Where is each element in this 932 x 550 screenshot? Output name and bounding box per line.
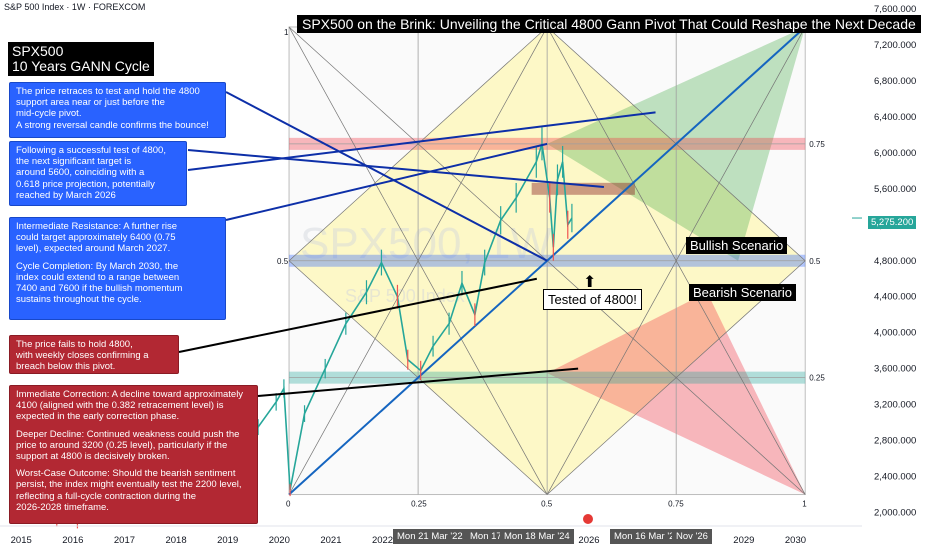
- date-marker-5: Nov '26: [672, 529, 712, 544]
- connector-2: [187, 111, 656, 171]
- y-tick-2800: 2,800.000: [874, 436, 916, 447]
- note-cycle-completion-text: Cycle Completion: By March 2030, the ind…: [16, 260, 183, 306]
- cycle-tag-line2: 10 Years GANN Cycle: [12, 58, 150, 74]
- note-breach-text: The price fails to hold 4800, with weekl…: [16, 339, 149, 373]
- cycle-tag-line1: SPX500: [12, 43, 64, 59]
- note-immediate-correction-text: Immediate Correction: A decline toward a…: [16, 389, 244, 423]
- y-tick-2400: 2,400.000: [874, 472, 916, 483]
- tested-4800-label: Tested of 4800!: [543, 289, 642, 310]
- x-tick-2030: 2030: [785, 535, 806, 546]
- note-breach[interactable]: The price fails to hold 4800, with weekl…: [9, 335, 179, 374]
- cycle-tag: SPX500 10 Years GANN Cycle: [8, 42, 154, 76]
- x-tick-2026: 2026: [578, 535, 599, 546]
- y-tick-5600: 5,600.000: [874, 184, 916, 195]
- x-tick-2018: 2018: [165, 535, 186, 546]
- y-tick-6000: 6,000.000: [874, 148, 916, 159]
- x-tick-2017: 2017: [114, 535, 135, 546]
- y-tick-4400: 4,400.000: [874, 292, 916, 303]
- note-deeper-decline-text: Deeper Decline: Continued weakness could…: [16, 428, 240, 463]
- note-intermediate-text: Intermediate Resistance: A further rise …: [16, 221, 178, 255]
- last-price-badge: 5,275.200: [868, 216, 917, 229]
- chart-title: SPX500 on the Brink: Unveiling the Criti…: [297, 15, 921, 33]
- gann-label-0: 1: [284, 28, 289, 37]
- y-tick-3200: 3,200.000: [874, 400, 916, 411]
- x-tick-2022: 2022: [372, 535, 393, 546]
- bearish-scenario-label: Bearish Scenario: [689, 284, 796, 301]
- date-marker-2: Mon 17: [466, 529, 506, 544]
- price-axis-bg: [862, 0, 932, 550]
- note-bearish-cycle[interactable]: Immediate Correction: A decline toward a…: [9, 385, 258, 524]
- note-retest[interactable]: The price retraces to test and hold the …: [9, 82, 226, 138]
- x-tick-2029: 2029: [733, 535, 754, 546]
- x-tick-2019: 2019: [217, 535, 238, 546]
- connector-0: [225, 91, 548, 262]
- note-target-5600[interactable]: Following a successful test of 4800, the…: [9, 141, 187, 206]
- y-tick-4800: 4,800.000: [874, 256, 916, 267]
- note-bullish-cycle[interactable]: Intermediate Resistance: A further rise …: [9, 217, 226, 320]
- bullish-scenario-label: Bullish Scenario: [686, 237, 788, 254]
- y-tick-6800: 6,800.000: [874, 76, 916, 87]
- x-tick-2021: 2021: [320, 535, 341, 546]
- fan-line-2: [288, 26, 548, 262]
- gann-label-1: 0.5: [277, 257, 289, 266]
- fan-line-9: [546, 26, 806, 495]
- x-tick-2015: 2015: [11, 535, 32, 546]
- up-arrow-icon: ⬆: [583, 274, 597, 291]
- date-marker-4: Mon 16 Mar '26: [610, 529, 684, 544]
- y-tick-7200: 7,200.000: [874, 40, 916, 51]
- gann-label-7: 0.75: [809, 140, 825, 149]
- note-target-text: Following a successful test of 4800, the…: [16, 145, 166, 201]
- gann-label-3: 0.25: [411, 500, 427, 509]
- fan-line-8: [288, 26, 548, 495]
- symbol-header[interactable]: S&P 500 Index · 1W · FOREXCOM: [4, 2, 146, 12]
- gann-label-9: 0.25: [809, 374, 825, 383]
- callout-connectors: [178, 91, 656, 397]
- gann-label-2: 0: [286, 500, 291, 509]
- y-tick-3600: 3,600.000: [874, 364, 916, 375]
- gann-label-5: 0.75: [668, 500, 684, 509]
- watermark-sub: S&P 500 Index: [345, 286, 465, 306]
- gann-label-4: 0.5: [541, 500, 553, 509]
- connector-3: [225, 142, 548, 221]
- y-tick-4000: 4,000.000: [874, 328, 916, 339]
- connector-4: [178, 277, 538, 353]
- connector-1: [187, 149, 605, 189]
- date-marker-3: Mon 18 Mar '24: [500, 529, 574, 544]
- x-tick-2020: 2020: [269, 535, 290, 546]
- y-tick-2000: 2,000.000: [874, 508, 916, 519]
- connector-5: [257, 367, 579, 397]
- note-worst-case-text: Worst-Case Outcome: Should the bearish s…: [16, 468, 242, 513]
- gann-label-8: 0.5: [809, 257, 821, 266]
- y-tick-6400: 6,400.000: [874, 112, 916, 123]
- date-marker-1: Mon 21 Mar '22: [393, 529, 467, 544]
- note-retest-text: The price retraces to test and hold the …: [16, 86, 209, 131]
- x-tick-2016: 2016: [62, 535, 83, 546]
- us-flag-icon: [582, 513, 594, 525]
- y-tick-7600: 7,600.000: [874, 4, 916, 15]
- gann-label-6: 1: [802, 500, 807, 509]
